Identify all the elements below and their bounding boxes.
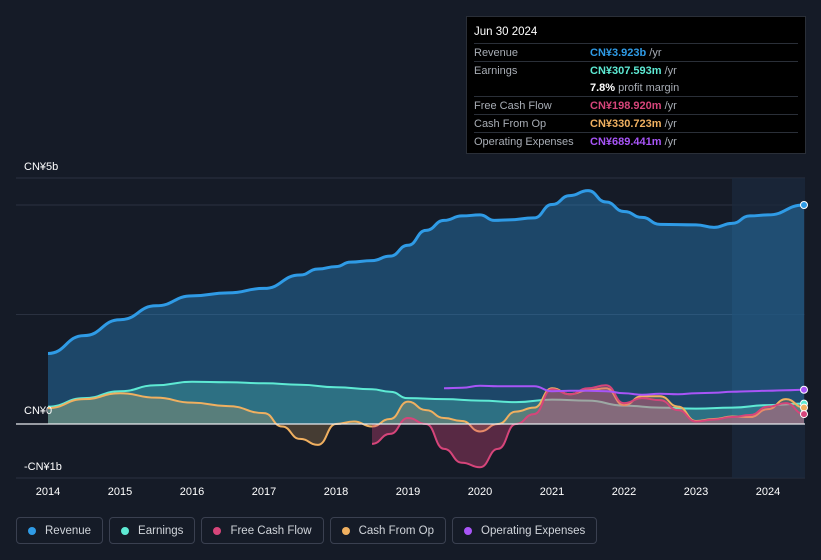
axis-labels: CN¥5b CN¥0 -CN¥1b 2014 2015 2016 2017 2018 2019 2… <box>24 161 780 498</box>
series-layer <box>16 189 808 469</box>
legend-item-operating-expenses[interactable]: Operating Expenses <box>452 517 598 544</box>
legend-item-free-cash-flow[interactable]: Free Cash Flow <box>201 517 324 544</box>
legend-item-cash-from-op[interactable]: Cash From Op <box>329 517 447 544</box>
series-line-fcf <box>371 384 805 469</box>
tooltip-row-fcf: Free Cash Flow CN¥198.920m /yr <box>474 96 798 114</box>
data-tooltip: Jun 30 2024 Revenue CN¥3.923b /yr Earnin… <box>466 16 806 154</box>
legend-label: Free Cash Flow <box>230 524 312 537</box>
tooltip-unit: /yr <box>664 99 677 112</box>
tooltip-label: Free Cash Flow <box>474 99 552 112</box>
tooltip-value: CN¥307.593m <box>590 64 662 77</box>
tooltip-unit: /yr <box>664 117 677 130</box>
series-area-revenue <box>48 190 804 424</box>
tooltip-row-revenue: Revenue CN¥3.923b /yr <box>474 43 798 61</box>
tooltip-value: CN¥198.920m <box>590 99 662 112</box>
tooltip-value: CN¥330.723m <box>590 117 662 130</box>
tooltip-row-cfo: Cash From Op CN¥330.723m /yr <box>474 114 798 132</box>
x-tick-label: 2017 <box>252 486 276 498</box>
highlight-band <box>732 178 805 478</box>
series-area-fcf <box>372 385 804 468</box>
x-tick-label: 2014 <box>36 486 60 498</box>
legend-label: Cash From Op <box>358 524 435 537</box>
legend-item-revenue[interactable]: Revenue <box>16 517 104 544</box>
tooltip-value: CN¥689.441m <box>590 135 662 148</box>
legend-item-earnings[interactable]: Earnings <box>109 517 196 544</box>
tooltip-unit: /yr <box>664 135 677 148</box>
series-line-opex <box>443 384 805 396</box>
x-tick-label: 2019 <box>396 486 420 498</box>
series-end-point-revenue <box>800 201 808 209</box>
x-tick-label: 2023 <box>684 486 708 498</box>
tooltip-unit: /yr <box>664 64 677 77</box>
tooltip-row-margin: 7.8% profit margin <box>474 79 798 96</box>
x-tick-label: 2016 <box>180 486 204 498</box>
series-end-point-cfo <box>800 403 808 412</box>
tooltip-value: CN¥3.923b <box>590 46 647 59</box>
tooltip-unit: /yr <box>649 46 662 59</box>
x-tick-label: 2024 <box>756 486 780 498</box>
tooltip-label: Cash From Op <box>474 117 547 130</box>
series-end-point-fcf <box>800 410 808 419</box>
tooltip-label: Earnings <box>474 64 518 77</box>
y-tick-label: CN¥0 <box>24 405 52 417</box>
tooltip-label: Revenue <box>474 46 519 59</box>
legend-label: Earnings <box>138 524 184 537</box>
series-line-revenue <box>47 189 805 355</box>
legend-label: Operating Expenses <box>481 524 586 537</box>
chart-legend: Revenue Earnings Free Cash Flow Cash Fro… <box>16 517 598 544</box>
tooltip-row-earnings: Earnings CN¥307.593m /yr <box>474 61 798 79</box>
x-tick-label: 2022 <box>612 486 636 498</box>
series-end-point-opex <box>800 385 808 394</box>
series-area-earnings <box>48 381 804 424</box>
legend-dot-icon <box>341 526 350 535</box>
x-tick-label: 2021 <box>540 486 564 498</box>
legend-dot-icon <box>464 526 473 535</box>
tooltip-value: 7.8% <box>590 81 616 94</box>
tooltip-unit: profit margin <box>618 81 680 94</box>
tooltip-date: Jun 30 2024 <box>474 26 538 38</box>
forecast-highlight <box>732 178 805 478</box>
legend-dot-icon <box>121 526 130 535</box>
x-tick-label: 2020 <box>468 486 492 498</box>
legend-dot-icon <box>213 526 222 535</box>
x-tick-label: 2018 <box>324 486 348 498</box>
legend-dot-icon <box>28 526 36 535</box>
y-tick-label: CN¥5b <box>24 161 58 173</box>
series-area-cfo <box>48 388 804 445</box>
x-tick-label: 2015 <box>108 486 132 498</box>
legend-label: Revenue <box>45 524 92 537</box>
grid-lines <box>16 177 805 479</box>
tooltip-label: Operating Expenses <box>474 135 574 148</box>
tooltip-row-opex: Operating Expenses CN¥689.441m /yr <box>474 132 798 150</box>
y-tick-label: -CN¥1b <box>24 461 62 473</box>
